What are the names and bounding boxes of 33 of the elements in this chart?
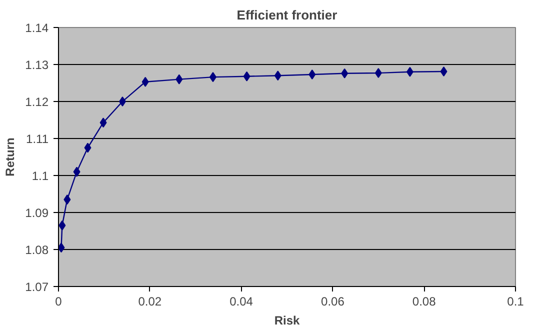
y-axis-title: Return: [3, 138, 18, 176]
chart-title: Efficient frontier: [236, 8, 338, 22]
x-tick-label: 0.06: [321, 294, 345, 308]
point: [209, 72, 216, 82]
point: [64, 194, 71, 205]
point: [73, 166, 80, 177]
point: [374, 68, 382, 78]
y-tick-label: 1.13: [25, 58, 49, 72]
point: [142, 76, 149, 87]
y-tick-label: 1.07: [25, 280, 49, 294]
point: [58, 220, 66, 230]
y-tick-label: 1.11: [26, 132, 49, 146]
point: [118, 96, 126, 106]
y-tick-label: 1.09: [25, 206, 49, 220]
x-tick-label: 0.02: [138, 294, 162, 308]
point: [274, 70, 282, 81]
y-tick-label: 1.1: [32, 169, 49, 183]
x-axis-title: Risk: [274, 314, 300, 328]
y-tick-label: 1.14: [25, 21, 49, 35]
y-tick-label: 1.12: [25, 95, 49, 109]
point: [440, 66, 448, 77]
point: [341, 68, 348, 78]
point: [176, 74, 183, 84]
y-tick-label: 1.08: [25, 243, 49, 257]
x-tick-label: 0.08: [412, 294, 436, 308]
point: [100, 118, 107, 128]
point: [243, 71, 250, 82]
x-tick-label: 0.1: [507, 294, 524, 308]
point: [308, 69, 316, 80]
point: [84, 142, 92, 153]
point: [406, 66, 414, 77]
x-tick-label: 0: [55, 294, 62, 308]
x-tick-label: 0.04: [230, 294, 254, 308]
